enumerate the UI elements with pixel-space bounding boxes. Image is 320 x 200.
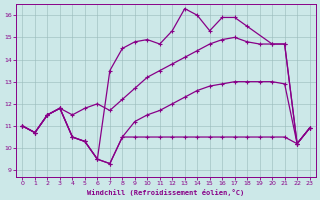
X-axis label: Windchill (Refroidissement éolien,°C): Windchill (Refroidissement éolien,°C) [87,189,245,196]
